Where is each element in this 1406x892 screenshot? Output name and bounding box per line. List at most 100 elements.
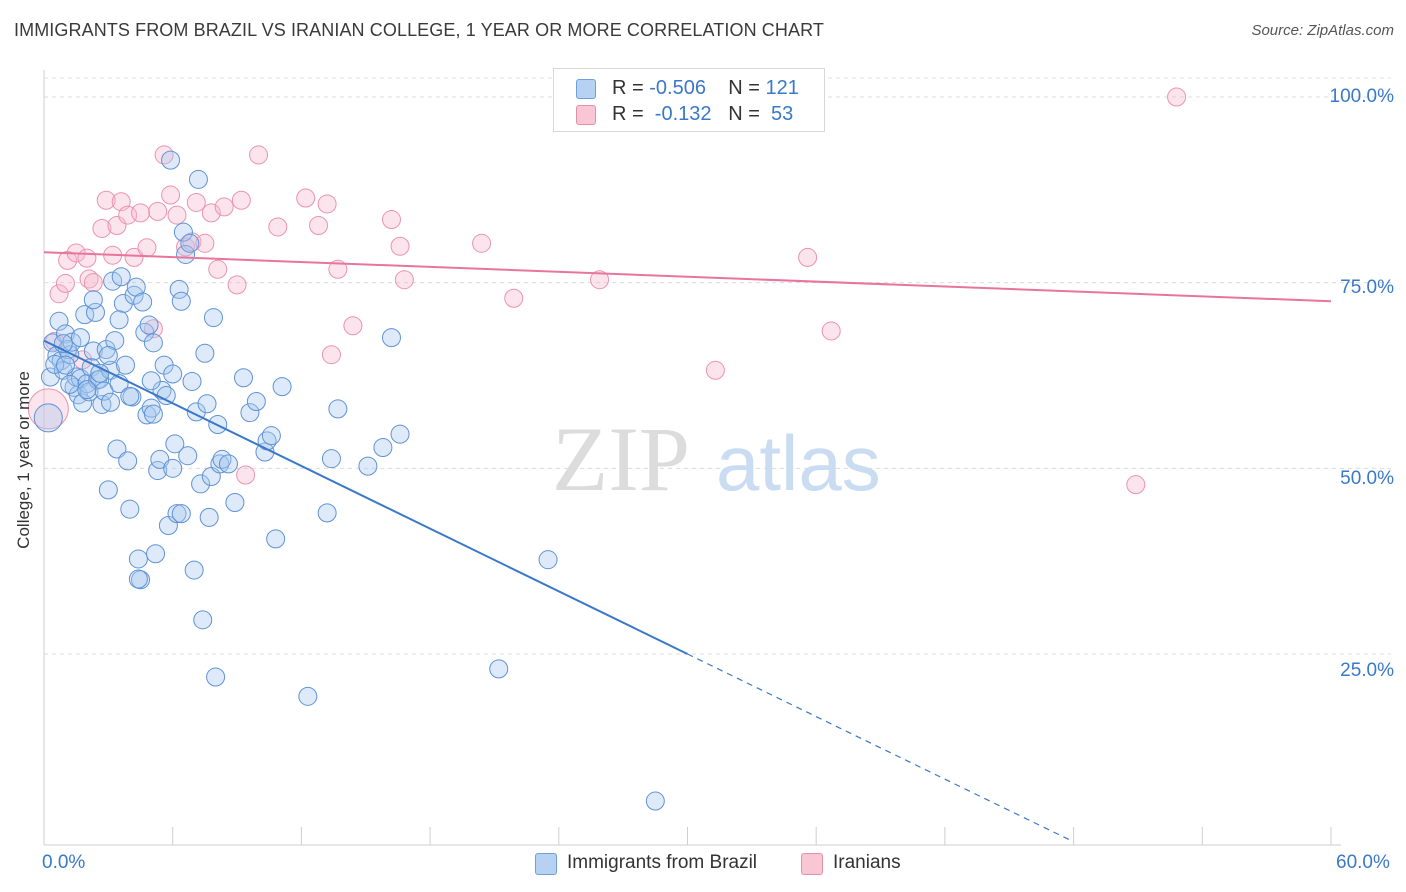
brazil-point: [94, 381, 114, 401]
brazil-point: [143, 404, 163, 424]
brazil-point: [100, 392, 120, 412]
iranians-point: [186, 192, 206, 212]
iranians-point: [309, 215, 329, 235]
brazil-point: [180, 233, 200, 253]
iranians-legend-swatch: [801, 853, 823, 875]
iranians-point: [77, 248, 97, 268]
brazil-point: [184, 560, 204, 580]
brazil-point: [118, 451, 138, 471]
iranians-point: [390, 236, 410, 256]
brazil-point: [298, 686, 318, 706]
brazil-point: [49, 311, 69, 331]
brazil-point: [225, 492, 245, 512]
iranians-point: [148, 201, 168, 221]
r-label: R =: [612, 77, 650, 99]
brazil-point: [191, 474, 211, 494]
brazil-point: [218, 454, 238, 474]
iranians-point: [154, 145, 174, 165]
brazil-point: [199, 507, 219, 527]
brazil-point: [182, 371, 202, 391]
watermark-atlas: atlas: [716, 419, 881, 507]
brazil-point: [146, 544, 166, 564]
brazil-point: [169, 279, 189, 299]
iranians-point: [317, 194, 337, 214]
brazil-point: [193, 610, 213, 630]
brazil-point: [83, 290, 103, 310]
y-tick-label-50: 50.0%: [1340, 468, 1394, 489]
iranians-point: [472, 233, 492, 253]
iranians-point: [201, 203, 221, 223]
brazil-point: [120, 386, 140, 406]
brazil-point: [203, 308, 223, 328]
iranians-point: [208, 259, 228, 279]
brazil-swatch: [576, 79, 596, 99]
brazil-point: [139, 315, 159, 335]
brazil-point: [161, 150, 181, 170]
iranians-point: [96, 190, 116, 210]
brazil-point: [233, 368, 253, 388]
brazil-point: [90, 363, 110, 383]
iranians-point: [231, 190, 251, 210]
x-tick-label-max: 60.0%: [1336, 852, 1390, 873]
brazil-point: [133, 292, 153, 312]
brazil-point: [358, 456, 378, 476]
iranians-point: [83, 273, 103, 293]
iranians-point: [328, 259, 348, 279]
brazil-trend-line: [43, 339, 688, 655]
brazil-trend-extension: [687, 653, 1070, 841]
series-brazil-points: [33, 150, 665, 811]
iranians-point: [131, 203, 151, 223]
brazil-legend-label: Immigrants from Brazil: [567, 852, 758, 873]
brazil-point: [173, 222, 193, 242]
iranians-point: [227, 275, 247, 295]
brazil-point: [373, 438, 393, 458]
brazil-point: [60, 374, 80, 394]
n-value-brazil: 121: [765, 77, 799, 99]
brazil-point: [77, 380, 97, 400]
iranians-point: [137, 238, 157, 258]
brazil-point: [381, 328, 401, 348]
brazil-point: [103, 271, 123, 291]
n-label: N =: [728, 77, 766, 99]
iranians-point: [1167, 87, 1187, 107]
brazil-point: [45, 354, 65, 374]
iranians-point: [394, 270, 414, 290]
iranians-swatch: [576, 105, 596, 125]
iranians-trend-line: [43, 251, 1332, 303]
brazil-point: [240, 403, 260, 423]
brazil-point: [266, 529, 286, 549]
r-label: R =: [612, 103, 650, 125]
iranians-point: [236, 465, 256, 485]
brazil-point: [328, 399, 348, 419]
iranians-point: [55, 273, 75, 293]
stats-legend: R = -0.506 N = 121 R = -0.132 N = 53: [553, 68, 825, 132]
brazil-point: [128, 569, 148, 589]
brazil-point: [272, 377, 292, 397]
chart-title: IMMIGRANTS FROM BRAZIL VS IRANIAN COLLEG…: [14, 20, 824, 40]
iranians-point: [167, 205, 187, 225]
brazil-point: [390, 424, 410, 444]
brazil-point: [163, 364, 183, 384]
brazil-point: [171, 291, 191, 311]
brazil-point: [98, 480, 118, 500]
brazil-point: [33, 403, 63, 433]
brazil-point: [171, 504, 191, 524]
brazil-point: [165, 434, 185, 454]
axes: [43, 70, 1341, 846]
iranians-legend-label: Iranians: [833, 852, 901, 873]
iranians-point: [590, 270, 610, 290]
iranians-point: [161, 185, 181, 205]
brazil-point: [85, 302, 105, 322]
brazil-point: [128, 549, 148, 569]
r-value-brazil: -0.506: [649, 77, 706, 99]
iranians-point: [195, 233, 215, 253]
brazil-point: [489, 659, 509, 679]
brazil-point: [321, 449, 341, 469]
brazil-point: [176, 244, 196, 264]
brazil-point: [317, 503, 337, 523]
iranians-point: [214, 197, 234, 217]
y-axis-label: College, 1 year or more: [14, 371, 33, 549]
brazil-point: [98, 345, 118, 365]
watermark-zip: ZIP: [552, 408, 690, 510]
n-label: N =: [728, 103, 766, 125]
